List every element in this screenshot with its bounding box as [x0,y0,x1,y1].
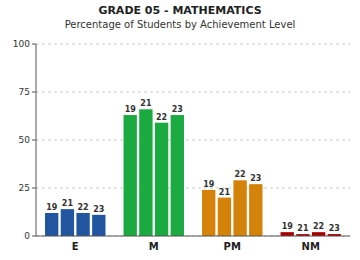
bar-label: 21 [62,199,74,208]
bar-label: 22 [78,203,89,212]
title: GRADE 05 - MATHEMATICS [98,4,261,17]
chart-svg: GRADE 05 - MATHEMATICS Percentage of Stud… [0,0,360,260]
x-tick-label: NM [302,241,320,252]
bar [202,190,215,236]
bar [45,213,58,236]
subtitle: Percentage of Students by Achievement Le… [65,19,296,30]
grid-line [36,44,350,45]
bar [281,232,294,236]
bar-label: 19 [46,203,58,212]
y-tick [32,44,36,45]
bar [124,115,137,236]
grid-line [36,140,350,141]
bar-label: 22 [156,113,167,122]
x-tick-label: PM [224,241,241,252]
x-tick-label: M [149,241,159,252]
y-tick-label: 0 [24,231,30,241]
bar [76,213,89,236]
bar [171,115,184,236]
y-tick-label: 100 [13,39,30,49]
bar-label: 23 [93,205,104,214]
bar-label: 22 [235,170,246,179]
y-axis [36,44,37,236]
bar-label: 21 [297,224,309,233]
bar-label: 19 [125,105,137,114]
bar [249,184,262,236]
bar-label: 19 [282,222,294,231]
bar-label: 23 [172,105,183,114]
bar [61,209,74,236]
y-tick [32,140,36,141]
bar [155,123,168,236]
bar [92,215,105,236]
y-tick-label: 25 [19,183,30,193]
y-tick-label: 50 [19,135,31,145]
x-axis [36,236,350,237]
chart-container: GRADE 05 - MATHEMATICS Percentage of Stud… [0,0,360,260]
grid-line [36,92,350,93]
bar-labels: 19212223192122231921222319212223 [46,99,340,233]
x-tick-label: E [72,241,79,252]
bar [312,232,325,236]
y-tick [32,92,36,93]
bar-label: 19 [203,180,215,189]
bar-label: 21 [219,188,231,197]
bar-label: 23 [250,174,261,183]
y-tick [32,188,36,189]
bar-label: 22 [313,222,324,231]
bar [218,198,231,236]
y-tick-label: 75 [19,87,30,97]
bars [45,109,341,236]
bar [233,180,246,236]
grid-line [36,188,350,189]
y-tick [32,236,36,237]
bar-label: 21 [140,99,152,108]
bar [139,109,152,236]
grid-line [36,236,350,237]
bar-label: 23 [329,224,340,233]
